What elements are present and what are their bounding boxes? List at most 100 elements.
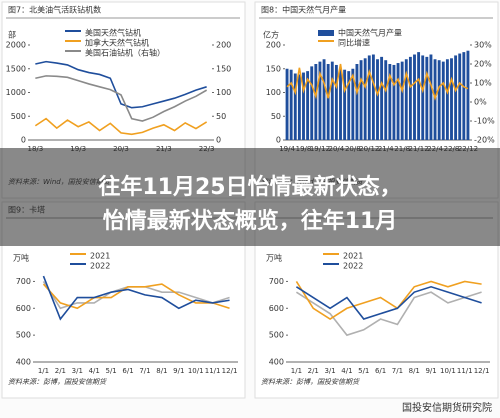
legend-label: 2022: [90, 262, 110, 271]
y-axis-label: 亿方: [263, 30, 279, 40]
legend-swatch: [65, 50, 81, 52]
y2-tick-label: 200: [216, 41, 231, 50]
x-tick-label: 9/1: [425, 367, 436, 375]
bar: [454, 55, 458, 141]
x-tick-label: 3/1: [324, 367, 335, 375]
y-tick-label: 2000: [6, 41, 26, 50]
y-axis-label: 部: [8, 30, 16, 40]
x-tick-label: 4/1: [341, 367, 352, 375]
series-line: [286, 63, 469, 101]
legend-swatch: [318, 40, 334, 42]
legend-swatch: [65, 30, 81, 32]
x-tick-label: 6/1: [122, 367, 133, 375]
y2-tick-label: 20%: [474, 60, 492, 69]
y-tick-label: 400: [269, 358, 284, 367]
source-note: 资料来源：彭博，国投安信期货: [8, 378, 107, 386]
legend-label: 2021: [343, 252, 363, 261]
legend-swatch: [65, 40, 81, 42]
bar: [458, 53, 462, 140]
legend-label: 美国石油钻机（右轴）: [85, 48, 165, 58]
legend-label: 2021: [90, 252, 110, 261]
legend-swatch: [323, 263, 339, 265]
series-line: [35, 75, 208, 122]
legend-swatch: [70, 253, 86, 255]
y2-tick-label: 150: [216, 64, 231, 73]
source-note: 资料来源：彭博，国投安信期货: [261, 378, 360, 386]
series-line: [35, 60, 207, 109]
x-tick-label: 11/1: [457, 367, 473, 375]
bar: [400, 61, 404, 140]
bar: [343, 69, 347, 140]
y-tick-label: 600: [16, 304, 31, 313]
bar: [355, 64, 359, 140]
y-tick-label: 100: [266, 88, 281, 97]
y-tick-label: 50: [271, 112, 281, 121]
y2-tick-label: 30%: [474, 41, 492, 50]
bar: [441, 61, 445, 140]
y-tick-label: 700: [16, 277, 31, 286]
legend-swatch: [323, 253, 339, 255]
overlay-title: 往年11月25日怡情最新状态，: [98, 174, 401, 200]
y2-tick-label: 0%: [474, 98, 487, 107]
x-tick-label: 10/1: [440, 367, 456, 375]
bar: [404, 59, 408, 140]
x-tick-label: 5/1: [105, 367, 116, 375]
bar: [322, 59, 326, 140]
x-tick-label: 2/1: [308, 367, 319, 375]
y2-tick-label: 10%: [474, 79, 492, 88]
bar: [450, 58, 453, 140]
y2-tick-label: -10%: [474, 117, 495, 126]
bar: [297, 74, 301, 140]
bar: [421, 55, 425, 141]
bar: [392, 64, 396, 140]
bar: [306, 71, 310, 140]
bar: [371, 54, 375, 140]
bar: [351, 68, 355, 140]
series-line: [42, 283, 230, 310]
y-tick-label: 500: [16, 331, 31, 340]
bar: [396, 63, 400, 140]
y2-tick-label: 0: [216, 136, 221, 145]
x-tick-label: 12/1: [222, 367, 238, 375]
series-line: [295, 285, 482, 320]
bar: [330, 61, 334, 140]
legend-swatch: [70, 263, 86, 265]
x-tick-label: 8/1: [156, 367, 167, 375]
y-tick-label: 0: [276, 136, 281, 145]
legend-label: 加拿大天然气钻机: [85, 38, 149, 48]
bar: [384, 60, 388, 141]
legend-label: 中国天然气月产量: [338, 28, 402, 38]
series-line: [295, 291, 482, 337]
bar: [363, 58, 367, 140]
bar: [445, 59, 449, 140]
bar: [462, 52, 466, 140]
chart-title: 图8：中国天然气月产量: [261, 5, 346, 15]
x-tick-label: 9/1: [173, 367, 184, 375]
legend-swatch: [318, 30, 334, 36]
x-tick-label: 1/1: [38, 367, 49, 375]
y-tick-label: 600: [269, 304, 284, 313]
bar: [437, 60, 441, 141]
y2-tick-label: 100: [216, 88, 231, 97]
bar: [388, 64, 392, 140]
x-tick-label: 7/1: [139, 367, 150, 375]
bar: [318, 61, 322, 140]
bar: [339, 68, 342, 140]
y2-tick-label: -20%: [474, 136, 495, 145]
legend-label: 美国天然气钻机: [85, 28, 141, 38]
x-tick-label: 3/1: [72, 367, 83, 375]
chart-title: 图7：北美油气活跃钻机数: [8, 5, 101, 15]
x-tick-label: 7/1: [392, 367, 403, 375]
x-tick-label: 8/1: [409, 367, 420, 375]
bar: [310, 66, 314, 140]
y-tick-label: 700: [269, 277, 284, 286]
x-tick-label: 6/1: [375, 367, 386, 375]
bar: [359, 60, 363, 141]
bar: [326, 64, 330, 140]
bar: [347, 71, 351, 140]
x-tick-label: 2/1: [55, 367, 66, 375]
x-tick-label: 4/1: [89, 367, 100, 375]
legend-label: 同比增速: [338, 38, 370, 48]
bar: [380, 56, 384, 140]
bar: [425, 56, 429, 140]
